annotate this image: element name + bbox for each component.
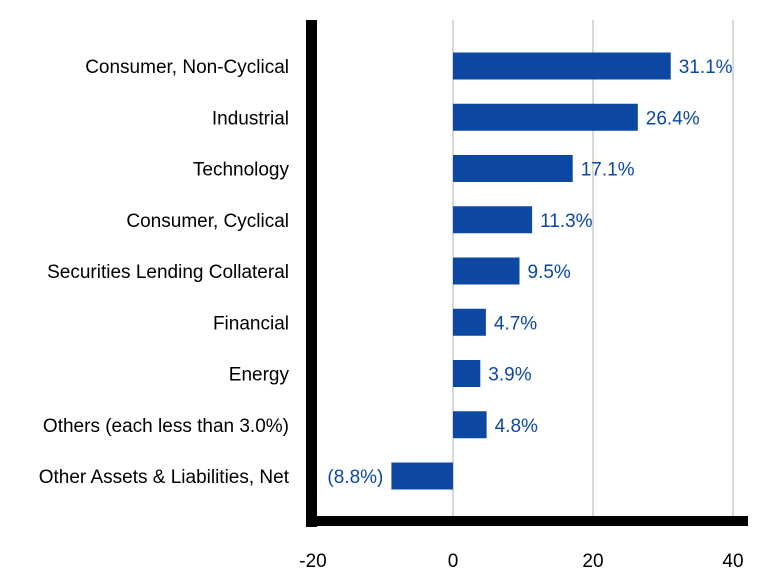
bars: [391, 52, 671, 490]
category-labels: Consumer, Non-Cyclical Industrial Technolo…: [39, 57, 290, 488]
value-label-7: 4.8%: [495, 416, 538, 437]
value-label-6: 3.9%: [488, 365, 531, 386]
value-label-5: 4.7%: [494, 313, 537, 334]
x-tick-label-2: 20: [582, 551, 603, 572]
value-label-8: (8.8%): [327, 467, 383, 488]
bar-5: [453, 308, 486, 336]
value-label-2: 17.1%: [581, 160, 635, 181]
category-label-4: Securities Lending Collateral: [47, 262, 289, 283]
x-tick-label-0: -20: [299, 551, 326, 572]
bar-6: [453, 360, 481, 387]
bar-4: [453, 257, 520, 285]
category-label-6: Energy: [229, 365, 290, 386]
category-label-8: Other Assets & Liabilities, Net: [39, 467, 290, 488]
category-label-0: Consumer, Non-Cyclical: [85, 57, 289, 78]
y-axis-line: [306, 20, 317, 527]
bar-3: [453, 206, 533, 234]
category-label-1: Industrial: [212, 108, 289, 129]
value-label-1: 26.4%: [646, 108, 700, 129]
bar-8: [391, 462, 453, 490]
x-tick-label-1: 0: [448, 551, 459, 572]
category-label-2: Technology: [193, 160, 290, 181]
category-label-3: Consumer, Cyclical: [126, 211, 289, 232]
value-label-3: 11.3%: [540, 211, 593, 232]
category-label-7: Others (each less than 3.0%): [43, 416, 289, 437]
bar-1: [453, 103, 638, 131]
x-tick-label-3: 40: [722, 551, 743, 572]
category-label-5: Financial: [213, 313, 289, 334]
x-axis-line: [306, 516, 748, 526]
bar-0: [453, 52, 671, 80]
bar-7: [453, 411, 487, 439]
tick-labels: -20 0 20 40: [299, 551, 743, 572]
axes: [306, 20, 748, 527]
value-label-4: 9.5%: [528, 262, 571, 283]
value-labels: 31.1% 26.4% 17.1% 11.3% 9.5% 4.7% 3.9% 4.8% (8.8…: [327, 57, 732, 488]
bar-2: [453, 155, 573, 182]
value-label-0: 31.1%: [679, 57, 733, 78]
